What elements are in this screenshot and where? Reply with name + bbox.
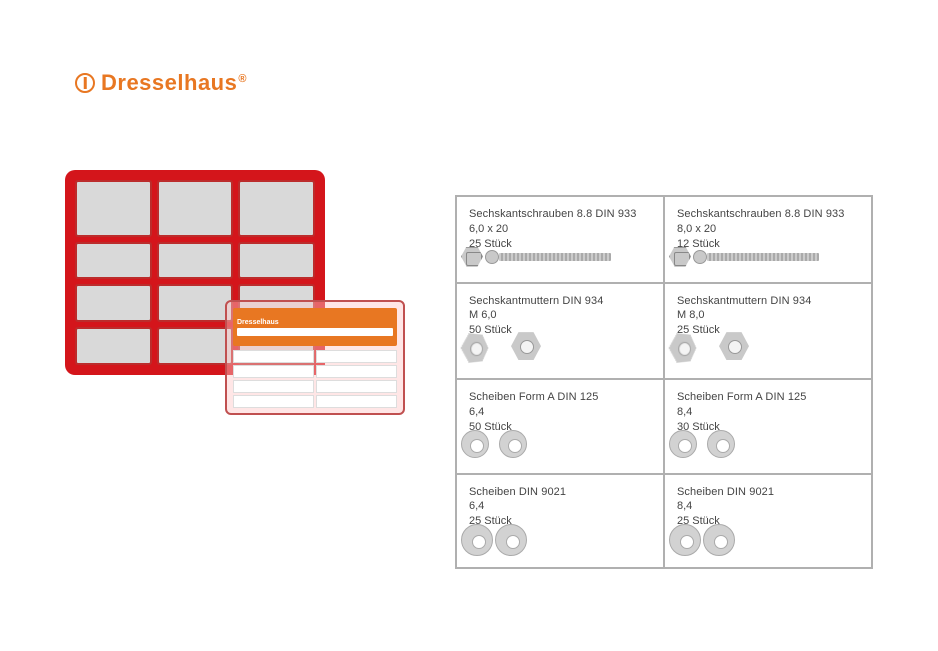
spec-title: Sechskantmuttern DIN 934 bbox=[469, 294, 653, 309]
spec-cell: Scheiben Form A DIN 1256,450 Stück bbox=[456, 379, 664, 474]
compartment bbox=[238, 242, 315, 280]
spec-title: Scheiben DIN 9021 bbox=[677, 485, 861, 500]
brand-name: Dresselhaus® bbox=[101, 70, 247, 96]
compartment bbox=[75, 284, 152, 322]
spec-size: 8,4 bbox=[677, 405, 861, 420]
washer-large-icon bbox=[669, 523, 735, 553]
brand-name-text: Dresselhaus bbox=[101, 70, 237, 95]
spec-cell: Sechskantschrauben 8.8 DIN 9336,0 x 2025… bbox=[456, 196, 664, 283]
spec-title: Scheiben Form A DIN 125 bbox=[469, 390, 653, 405]
spec-cell: Scheiben DIN 90216,425 Stück bbox=[456, 474, 664, 569]
small-box-cell bbox=[316, 365, 397, 378]
brand-registered: ® bbox=[238, 73, 247, 85]
small-box-grid bbox=[233, 350, 397, 408]
spec-size: 6,4 bbox=[469, 499, 653, 514]
spec-title: Sechskantmuttern DIN 934 bbox=[677, 294, 861, 309]
compartment bbox=[157, 180, 234, 237]
compartment bbox=[75, 327, 152, 365]
small-box-subtitle bbox=[237, 328, 393, 336]
spec-size: 6,0 x 20 bbox=[469, 222, 653, 237]
product-image: Dresselhaus bbox=[65, 170, 405, 425]
spec-title: Sechskantschrauben 8.8 DIN 933 bbox=[469, 207, 653, 222]
nut-icon bbox=[461, 332, 541, 364]
small-box-cell bbox=[233, 365, 314, 378]
washer-icon bbox=[669, 429, 735, 459]
small-box-cell bbox=[316, 350, 397, 363]
small-box-cell bbox=[316, 380, 397, 393]
bolt-icon bbox=[461, 246, 611, 268]
compartment bbox=[157, 327, 234, 365]
washer-large-icon bbox=[461, 523, 527, 553]
spec-cell: Scheiben Form A DIN 1258,430 Stück bbox=[664, 379, 872, 474]
spec-size: 6,4 bbox=[469, 405, 653, 420]
spec-size: 8,4 bbox=[677, 499, 861, 514]
spec-row: Scheiben Form A DIN 1256,450 StückScheib… bbox=[456, 379, 872, 474]
small-box-cell bbox=[233, 380, 314, 393]
spec-size: M 6,0 bbox=[469, 308, 653, 323]
spec-cell: Sechskantschrauben 8.8 DIN 9338,0 x 2012… bbox=[664, 196, 872, 283]
spec-row: Scheiben DIN 90216,425 StückScheiben DIN… bbox=[456, 474, 872, 569]
spec-cell: Scheiben DIN 90218,425 Stück bbox=[664, 474, 872, 569]
spec-table: Sechskantschrauben 8.8 DIN 9336,0 x 2025… bbox=[455, 195, 873, 569]
spec-size: 8,0 x 20 bbox=[677, 222, 861, 237]
compartment bbox=[157, 284, 234, 322]
brand-icon bbox=[75, 73, 95, 93]
nut-icon bbox=[669, 332, 749, 364]
small-box-cell bbox=[233, 350, 314, 363]
small-box-cell bbox=[316, 395, 397, 408]
small-box-brand: Dresselhaus bbox=[237, 319, 393, 326]
compartment bbox=[75, 180, 152, 237]
bolt-icon bbox=[669, 246, 819, 268]
small-box-cell bbox=[233, 395, 314, 408]
small-box-label: Dresselhaus bbox=[233, 308, 397, 346]
spec-title: Scheiben Form A DIN 125 bbox=[677, 390, 861, 405]
compartment bbox=[75, 242, 152, 280]
compartment bbox=[157, 242, 234, 280]
spec-row: Sechskantschrauben 8.8 DIN 9336,0 x 2025… bbox=[456, 196, 872, 283]
brand-logo: Dresselhaus® bbox=[75, 70, 247, 96]
spec-row: Sechskantmuttern DIN 934M 6,050 StückSec… bbox=[456, 283, 872, 380]
spec-title: Scheiben DIN 9021 bbox=[469, 485, 653, 500]
small-assortment-box: Dresselhaus bbox=[225, 300, 405, 415]
spec-title: Sechskantschrauben 8.8 DIN 933 bbox=[677, 207, 861, 222]
spec-cell: Sechskantmuttern DIN 934M 6,050 Stück bbox=[456, 283, 664, 380]
spec-size: M 8,0 bbox=[677, 308, 861, 323]
spec-cell: Sechskantmuttern DIN 934M 8,025 Stück bbox=[664, 283, 872, 380]
compartment bbox=[238, 180, 315, 237]
washer-icon bbox=[461, 429, 527, 459]
